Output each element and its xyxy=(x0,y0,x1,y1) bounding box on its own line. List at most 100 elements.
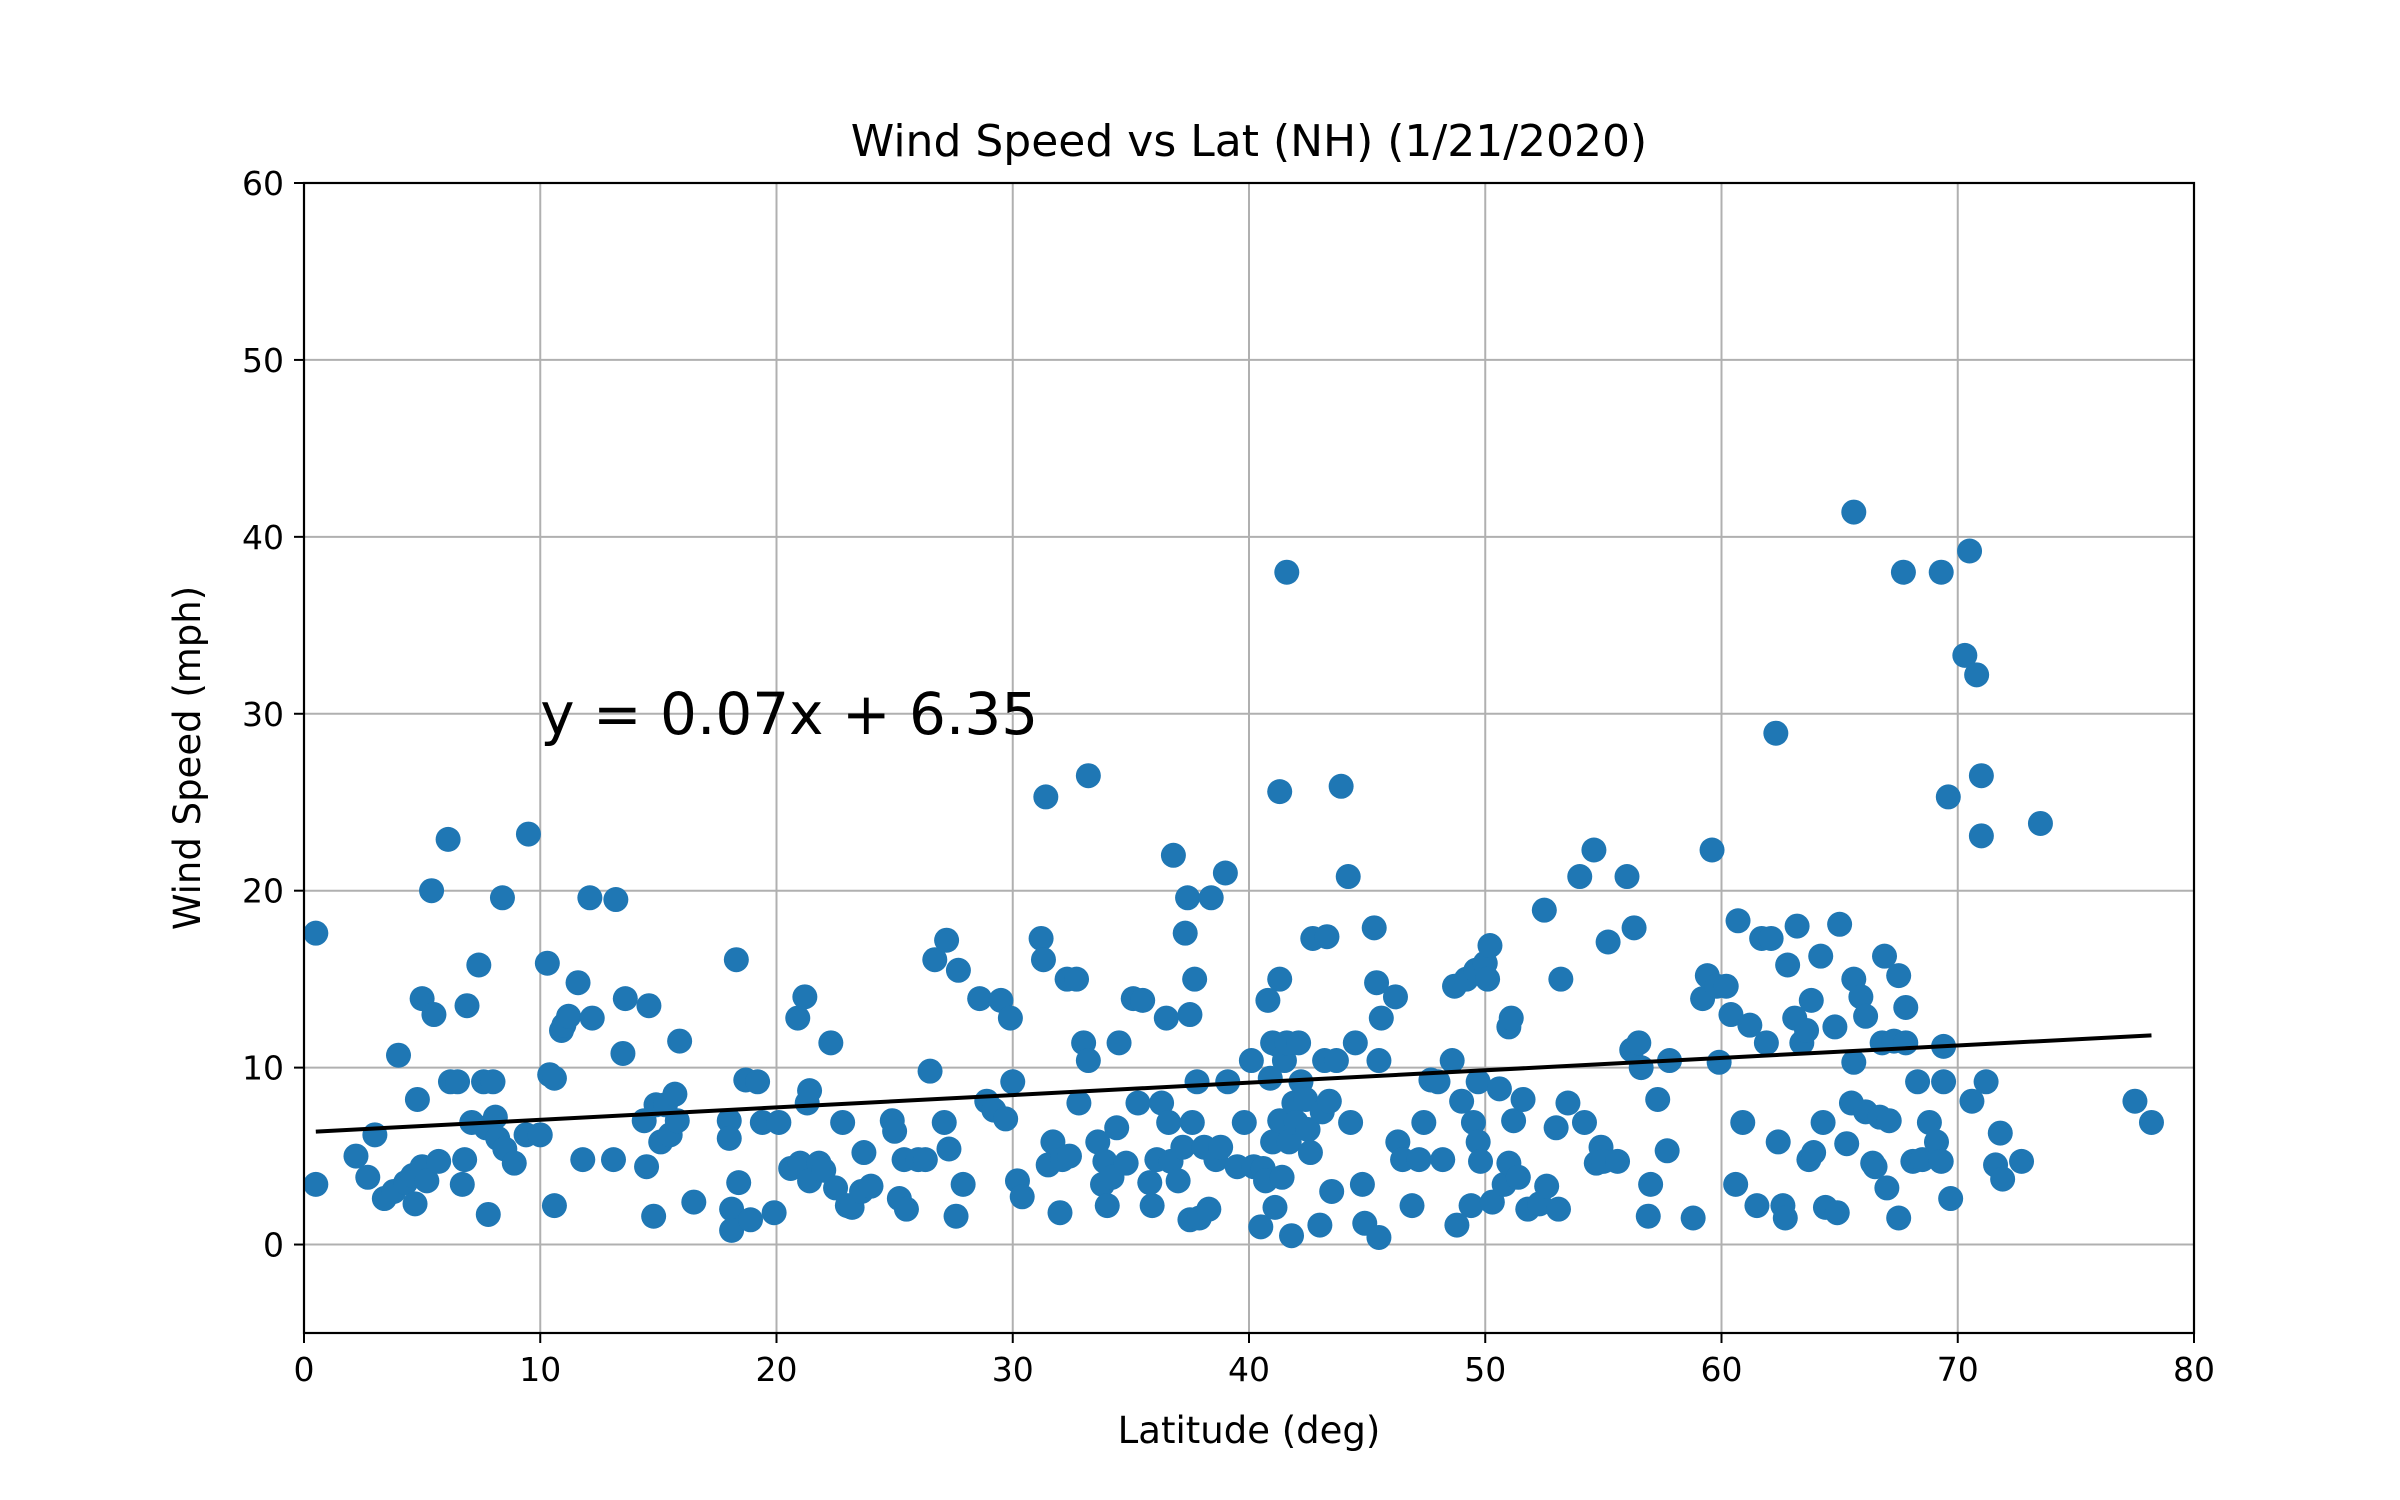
data-point xyxy=(1758,925,1784,951)
data-point xyxy=(402,1191,428,1217)
data-point xyxy=(1772,1205,1798,1231)
data-point xyxy=(1156,1109,1182,1135)
data-point xyxy=(912,1147,938,1173)
data-point xyxy=(1874,1175,1900,1201)
data-point xyxy=(2009,1148,2035,1174)
x-tick-label: 0 xyxy=(294,1350,315,1389)
data-point xyxy=(355,1164,381,1190)
data-point xyxy=(541,1193,567,1219)
data-point xyxy=(792,984,818,1010)
data-point xyxy=(612,986,638,1012)
data-point xyxy=(1713,973,1739,999)
data-point xyxy=(577,885,603,911)
data-point xyxy=(1990,1166,2016,1192)
data-point xyxy=(1411,1109,1437,1135)
data-point xyxy=(1654,1138,1680,1164)
data-point xyxy=(1094,1193,1120,1219)
data-point xyxy=(766,1109,792,1135)
data-point xyxy=(719,1217,745,1243)
data-point xyxy=(716,1125,742,1151)
data-point xyxy=(1184,1069,1210,1095)
data-point xyxy=(1876,1108,1902,1134)
data-point xyxy=(435,826,461,852)
data-point xyxy=(1366,1048,1392,1074)
data-point xyxy=(1047,1200,1073,1226)
data-point xyxy=(1465,1129,1491,1155)
data-point xyxy=(1319,1178,1345,1204)
y-tick-label: 50 xyxy=(242,341,284,380)
data-point xyxy=(797,1078,823,1104)
data-point xyxy=(414,1168,440,1194)
data-point xyxy=(1822,1014,1848,1040)
data-point xyxy=(1165,1168,1191,1194)
data-point xyxy=(1160,842,1186,868)
data-point xyxy=(1928,559,1954,585)
data-point xyxy=(1361,915,1387,941)
data-point xyxy=(1534,1173,1560,1199)
data-point xyxy=(579,1005,605,1031)
data-point xyxy=(1172,920,1198,946)
data-point xyxy=(1498,1005,1524,1031)
y-tick-label: 10 xyxy=(242,1049,284,1088)
data-point xyxy=(641,1203,667,1229)
data-point xyxy=(811,1157,837,1183)
data-point xyxy=(1531,897,1557,923)
data-point xyxy=(1581,837,1607,863)
data-point xyxy=(501,1150,527,1176)
data-point xyxy=(1765,1129,1791,1155)
data-point xyxy=(936,1136,962,1162)
data-point xyxy=(1886,1205,1912,1231)
data-point xyxy=(761,1200,787,1226)
data-point xyxy=(1987,1120,2013,1146)
data-point xyxy=(1872,943,1898,969)
data-point xyxy=(943,1203,969,1229)
data-point xyxy=(1893,1030,1919,1056)
data-point xyxy=(818,1030,844,1056)
x-tick-label: 10 xyxy=(519,1350,561,1389)
data-point xyxy=(449,1171,475,1197)
data-point xyxy=(343,1143,369,1169)
data-point xyxy=(1196,1196,1222,1222)
data-point xyxy=(1104,1115,1130,1141)
data-point xyxy=(1338,1109,1364,1135)
data-point xyxy=(1548,966,1574,992)
data-point xyxy=(934,927,960,953)
data-point xyxy=(1501,1108,1527,1134)
data-point xyxy=(1862,1154,1888,1180)
data-point xyxy=(1718,1002,1744,1028)
data-point xyxy=(1425,1069,1451,1095)
data-point xyxy=(2138,1109,2164,1135)
data-point xyxy=(610,1040,636,1066)
data-point xyxy=(1635,1203,1661,1229)
data-point xyxy=(1468,1148,1494,1174)
data-point xyxy=(1957,538,1983,564)
data-point xyxy=(945,957,971,983)
data-point xyxy=(1279,1223,1305,1249)
data-point xyxy=(421,1002,447,1028)
data-point xyxy=(1139,1193,1165,1219)
x-tick-label: 20 xyxy=(756,1350,798,1389)
data-point xyxy=(445,1069,471,1095)
data-point xyxy=(1323,1048,1349,1074)
data-point xyxy=(1730,1109,1756,1135)
data-point xyxy=(1841,1049,1867,1075)
data-point xyxy=(1595,929,1621,955)
y-tick-label: 0 xyxy=(263,1226,284,1265)
data-point xyxy=(1753,1030,1779,1056)
data-point xyxy=(1106,1030,1132,1056)
data-point xyxy=(1477,933,1503,959)
data-point xyxy=(303,1171,329,1197)
data-point xyxy=(1113,1150,1139,1176)
data-point xyxy=(1262,1194,1288,1220)
data-point xyxy=(1231,1109,1257,1135)
data-point xyxy=(716,1108,742,1134)
data-point xyxy=(1645,1086,1671,1112)
data-point xyxy=(1763,720,1789,746)
data-point xyxy=(1543,1115,1569,1141)
data-point xyxy=(1198,885,1224,911)
data-point xyxy=(565,970,591,996)
data-point xyxy=(419,878,445,904)
data-point xyxy=(1628,1055,1654,1081)
data-point xyxy=(1276,1129,1302,1155)
data-point xyxy=(1030,947,1056,973)
